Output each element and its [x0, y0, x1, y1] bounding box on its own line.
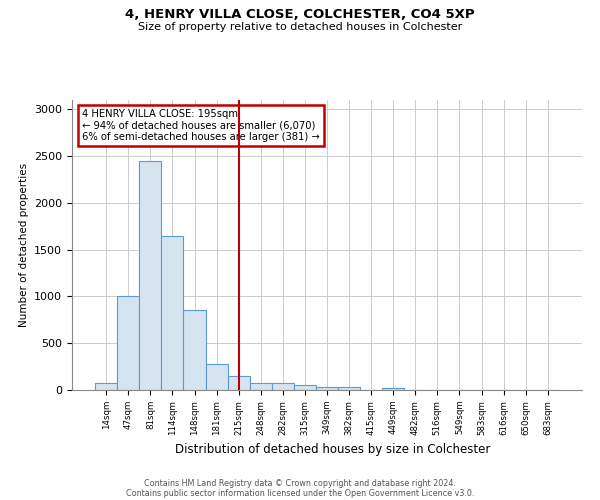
Bar — [139, 161, 161, 390]
Bar — [316, 387, 338, 390]
Bar — [227, 376, 250, 390]
Bar — [161, 236, 184, 390]
Text: Contains HM Land Registry data © Crown copyright and database right 2024.: Contains HM Land Registry data © Crown c… — [144, 478, 456, 488]
Y-axis label: Number of detached properties: Number of detached properties — [19, 163, 29, 327]
Bar — [184, 310, 206, 390]
Bar — [272, 384, 294, 390]
Bar — [206, 364, 227, 390]
Text: 4 HENRY VILLA CLOSE: 195sqm
← 94% of detached houses are smaller (6,070)
6% of s: 4 HENRY VILLA CLOSE: 195sqm ← 94% of det… — [82, 108, 320, 142]
Bar — [338, 387, 360, 390]
Bar — [294, 386, 316, 390]
Text: Distribution of detached houses by size in Colchester: Distribution of detached houses by size … — [175, 442, 491, 456]
Bar — [250, 384, 272, 390]
Text: 4, HENRY VILLA CLOSE, COLCHESTER, CO4 5XP: 4, HENRY VILLA CLOSE, COLCHESTER, CO4 5X… — [125, 8, 475, 20]
Bar — [117, 296, 139, 390]
Text: Size of property relative to detached houses in Colchester: Size of property relative to detached ho… — [138, 22, 462, 32]
Bar — [382, 388, 404, 390]
Bar — [95, 382, 117, 390]
Text: Contains public sector information licensed under the Open Government Licence v3: Contains public sector information licen… — [126, 488, 474, 498]
